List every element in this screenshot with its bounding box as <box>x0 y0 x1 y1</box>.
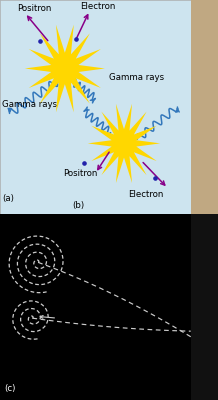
Text: Positron: Positron <box>17 4 51 13</box>
Text: (a): (a) <box>2 194 14 203</box>
Polygon shape <box>116 134 132 153</box>
Polygon shape <box>99 116 149 171</box>
Text: Electron: Electron <box>80 2 116 11</box>
Text: (c): (c) <box>4 384 15 392</box>
Text: (b): (b) <box>72 201 85 210</box>
Text: Gamma rays: Gamma rays <box>2 100 57 109</box>
Polygon shape <box>56 58 74 79</box>
Text: Positron: Positron <box>63 169 97 178</box>
Polygon shape <box>88 104 160 183</box>
Polygon shape <box>37 38 93 99</box>
Text: Gamma rays: Gamma rays <box>109 72 164 82</box>
Polygon shape <box>106 124 142 163</box>
Polygon shape <box>45 46 85 90</box>
Text: Electron: Electron <box>128 190 163 199</box>
Polygon shape <box>25 25 105 112</box>
